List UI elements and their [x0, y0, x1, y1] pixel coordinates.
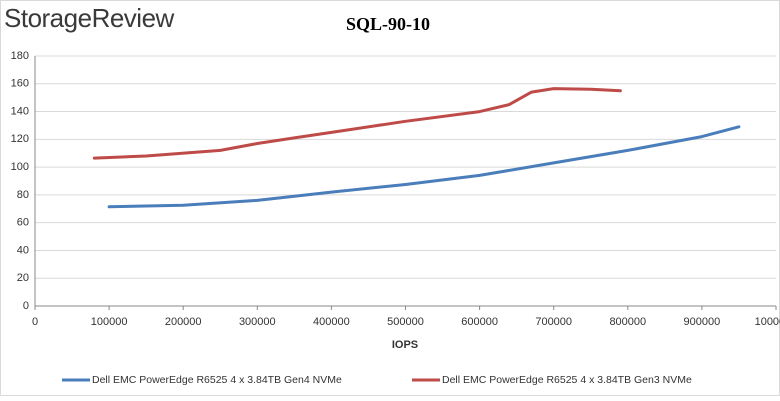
- chart-title: SQL-90-10: [346, 14, 430, 34]
- legend-label: Dell EMC PowerEdge R6525 4 x 3.84TB Gen4…: [92, 374, 342, 386]
- x-tick-label: 500000: [387, 316, 424, 328]
- x-tick-label: 200000: [165, 316, 202, 328]
- y-tick-label: 0: [23, 300, 29, 312]
- x-axis-label: IOPS: [392, 339, 418, 351]
- x-tick-label: 800000: [609, 316, 646, 328]
- y-tick-label: 180: [11, 50, 29, 62]
- x-tick-label: 700000: [535, 316, 572, 328]
- y-tick-label: 160: [11, 78, 29, 90]
- y-tick-label: 80: [17, 189, 29, 201]
- legend-label: Dell EMC PowerEdge R6525 4 x 3.84TB Gen3…: [442, 374, 692, 386]
- line-series: [92, 87, 622, 160]
- y-tick-label: 60: [17, 217, 29, 229]
- y-tick-label: 140: [11, 105, 29, 117]
- x-tick-label: 100000: [91, 316, 128, 328]
- x-tick-label: 1000000: [755, 316, 780, 328]
- x-tick-label: 400000: [313, 316, 350, 328]
- x-tick-label: 300000: [239, 316, 276, 328]
- y-tick-label: 100: [11, 161, 29, 173]
- y-tick-label: 40: [17, 244, 29, 256]
- x-tick-label: 0: [32, 316, 38, 328]
- x-tick-label: 600000: [461, 316, 498, 328]
- brand-logo: StorageReview: [4, 3, 175, 33]
- y-tick-label: 120: [11, 133, 29, 145]
- y-tick-label: 20: [17, 272, 29, 284]
- line-series: [107, 125, 741, 209]
- x-tick-label: 900000: [684, 316, 721, 328]
